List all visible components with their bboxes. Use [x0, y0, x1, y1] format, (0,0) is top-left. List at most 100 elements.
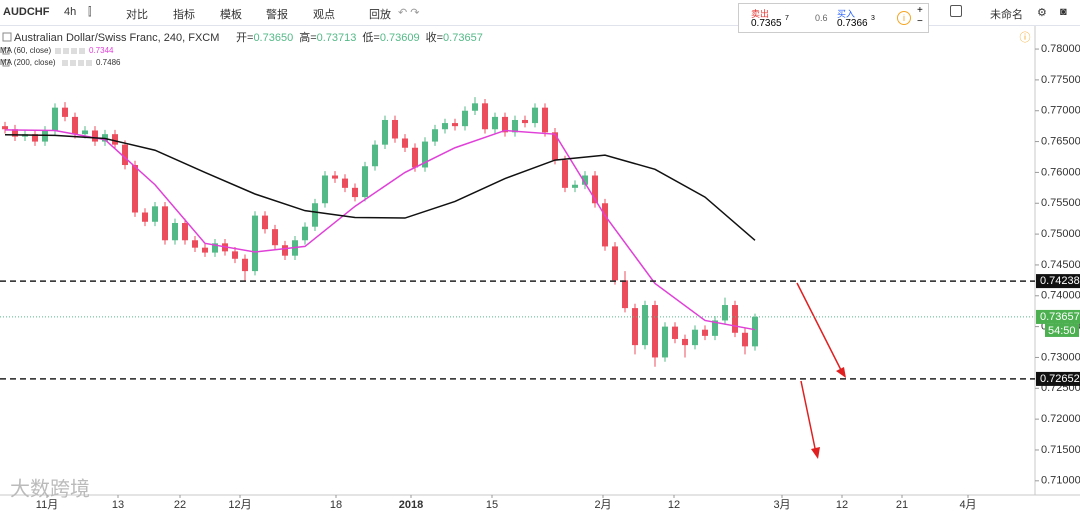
y-tick-label: 0.77000	[1041, 105, 1080, 117]
chart-style-icon[interactable]: ⫿	[88, 6, 92, 18]
candle-body	[352, 187, 358, 198]
candle-body	[722, 305, 728, 321]
legend-button	[62, 60, 68, 66]
candle-body	[322, 175, 328, 204]
layout-name[interactable]: 未命名	[990, 9, 1023, 21]
templates[interactable]: 模板	[220, 9, 242, 21]
candle-body	[122, 144, 128, 166]
alert-icon[interactable]: ⓘ	[1020, 31, 1031, 44]
y-tick-label: 0.78000	[1041, 43, 1080, 55]
candle-body	[482, 103, 488, 130]
candle-body	[212, 243, 218, 253]
arrowhead	[836, 367, 846, 378]
legend-button	[71, 48, 77, 54]
candle-body	[652, 305, 658, 358]
y-tick-label: 0.74500	[1041, 259, 1080, 271]
ma-legend: MA (60, close) 0.7344 MA (200, close) 0.748…	[0, 46, 121, 67]
chart-title: Australian Dollar/Swiss Franc, 240, FXCM	[14, 32, 219, 44]
candle-body	[702, 329, 708, 336]
compare[interactable]: 对比	[126, 9, 148, 21]
moving-average	[4, 134, 756, 241]
y-tick-label: 0.73000	[1041, 351, 1080, 363]
buy-price[interactable]: 0.7366	[837, 18, 868, 29]
candle-body	[92, 130, 98, 142]
candle-body	[172, 222, 178, 241]
indicators[interactable]: 指标	[173, 9, 195, 21]
candle-body	[522, 119, 528, 124]
candle-body	[452, 123, 458, 127]
candle-body	[302, 226, 308, 241]
ohlc-label: 低=	[362, 31, 379, 44]
x-tick-label: 12	[668, 499, 680, 511]
info-icon[interactable]: i	[897, 11, 911, 25]
expand[interactable]: + −	[917, 5, 923, 27]
candle-body	[562, 160, 568, 188]
candle-body	[72, 116, 78, 135]
candle-body	[752, 316, 758, 347]
x-tick-label: 4月	[959, 499, 976, 511]
candle-body	[742, 332, 748, 347]
candle-body	[52, 107, 58, 131]
y-tick-label: 0.74000	[1041, 290, 1080, 302]
buy-pip: 3	[871, 15, 875, 22]
candle-body	[132, 165, 138, 213]
ohlc-value: 0.73650	[253, 32, 293, 44]
candle-body	[532, 107, 538, 124]
candle-body	[312, 203, 318, 227]
snapshot[interactable]: ◙	[1060, 6, 1067, 18]
candle-body	[732, 305, 738, 333]
checkbox[interactable]	[950, 5, 962, 17]
toolbar: AUDCHF 4h ⫿ 对比 指标 模板 警报 观点 回放 ↶ ↷ 未命名 ⚙ …	[0, 0, 1080, 26]
x-tick-label: 12月	[228, 499, 251, 511]
legend-name: MA (60, close)	[0, 46, 51, 55]
level-label-box	[1036, 371, 1080, 386]
sell-label[interactable]: 卖出	[751, 9, 770, 19]
candle-body	[82, 130, 88, 135]
legend-button	[78, 60, 84, 66]
candle-body	[432, 129, 438, 142]
candle-body	[252, 215, 258, 272]
candle-body	[712, 320, 718, 336]
ohlc-label: 高=	[299, 30, 316, 44]
legend-button	[79, 48, 85, 54]
candle-body	[182, 222, 188, 241]
sell-price[interactable]: 0.7365	[751, 18, 782, 29]
alerts[interactable]: 警报	[266, 9, 288, 21]
candle-body	[272, 229, 278, 246]
y-tick-label: 0.71000	[1041, 475, 1080, 487]
arrowhead	[811, 447, 820, 459]
x-tick-label: 22	[174, 499, 186, 511]
y-tick-label: 0.71500	[1041, 444, 1080, 456]
symbol[interactable]: AUDCHF	[3, 6, 50, 18]
countdown-box	[1045, 323, 1079, 337]
arrow	[796, 282, 844, 375]
candle-body	[372, 144, 378, 167]
legend-button	[55, 48, 61, 54]
x-tick-label: 2018	[399, 499, 423, 511]
y-tick-label: 0.75000	[1041, 228, 1080, 240]
undo[interactable]: ↶ ↷	[398, 7, 420, 19]
ideas[interactable]: 观点	[313, 9, 335, 21]
candle-body	[232, 251, 238, 259]
settings[interactable]: ⚙	[1037, 7, 1047, 19]
chart: Australian Dollar/Swiss Franc, 240, FXCM…	[0, 26, 1080, 511]
candle-body	[612, 246, 618, 281]
candle-body	[582, 175, 588, 185]
trade-panel: 卖出 0.7365 7 0.6 买入 0.7366 3 i + −	[738, 3, 929, 33]
candle-body	[392, 119, 398, 139]
replay[interactable]: 回放	[369, 9, 391, 21]
countdown: 54:50	[1048, 325, 1076, 337]
candle-body	[2, 126, 8, 130]
collapse-icon[interactable]	[2, 32, 12, 42]
moving-average	[4, 129, 756, 331]
watermark: 大数跨境	[10, 477, 90, 500]
candle-body	[152, 206, 158, 222]
candle-body	[402, 138, 408, 148]
interval[interactable]: 4h	[64, 6, 77, 18]
legend-button	[86, 60, 92, 66]
buy-label[interactable]: 买入	[837, 9, 856, 19]
y-tick-label: 0.77500	[1041, 74, 1080, 86]
level-label-box	[1036, 274, 1080, 289]
candle-body	[162, 206, 168, 241]
y-tick-label: 0.76000	[1041, 166, 1080, 178]
